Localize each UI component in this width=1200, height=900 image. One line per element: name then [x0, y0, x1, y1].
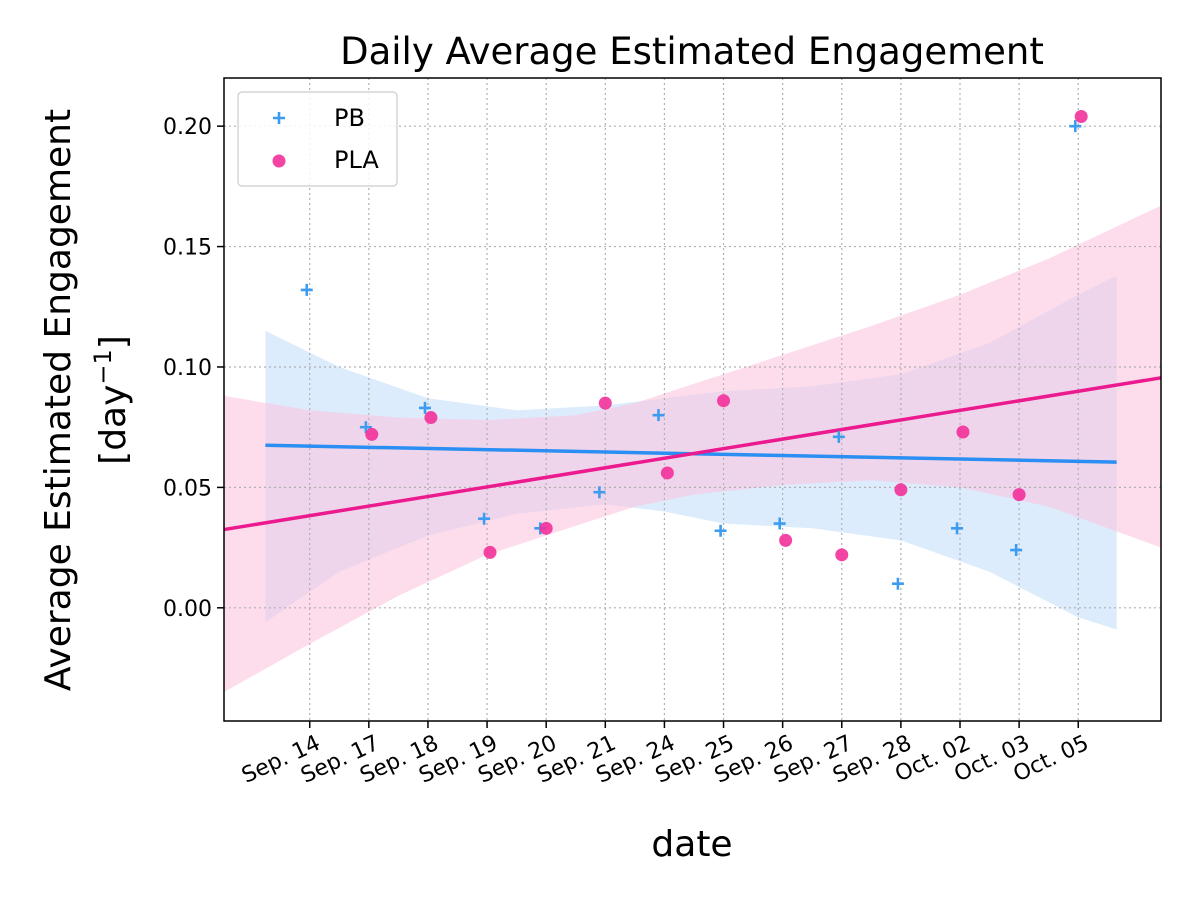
pb-point	[714, 524, 727, 537]
plot-frame	[223, 77, 1162, 722]
pb-point-stroke	[891, 577, 904, 590]
pb-point-stroke	[478, 512, 491, 525]
pb-point-stroke	[1069, 120, 1082, 133]
pb-point-stroke	[773, 517, 786, 530]
y-tick-label: 0.10	[163, 356, 212, 381]
y-axis-title-line1: Average Estimated Engagement	[38, 109, 79, 691]
pla-point	[365, 427, 379, 441]
pb-point	[300, 283, 313, 296]
y-axis-unit: [day−1]	[89, 335, 134, 465]
pla-point	[660, 466, 674, 480]
y-axis-unit-text: [day−1]	[89, 335, 134, 465]
legend: PB PLA	[237, 91, 398, 187]
pb-point	[359, 421, 372, 434]
pla-point	[1074, 110, 1088, 124]
pb-point	[478, 512, 491, 525]
pla-point	[835, 548, 849, 562]
pb-point	[1010, 544, 1023, 557]
y-axis-unit-base: [day	[93, 385, 134, 465]
legend-pla-marker	[272, 154, 286, 168]
ci-band-pla	[224, 205, 1161, 693]
pla-point	[424, 411, 438, 425]
pb-point	[832, 430, 845, 443]
pb-point-stroke	[359, 421, 372, 434]
pla-point	[598, 396, 612, 410]
pb-point-stroke	[714, 524, 727, 537]
chart-title: Daily Average Estimated Engagement	[340, 30, 1044, 73]
legend-label-pb: PB	[334, 104, 365, 132]
legend-pb-plus	[273, 112, 285, 124]
pb-point-stroke	[832, 430, 845, 443]
y-tick-label: 0.05	[163, 476, 212, 501]
y-axis-ticks: 0.00 0.05 0.10 0.15 0.20	[163, 115, 224, 622]
y-axis-unit-close: ]	[93, 335, 134, 349]
pb-point-stroke	[1010, 544, 1023, 557]
pla-point	[483, 545, 497, 559]
fit-lines	[223, 376, 1162, 532]
y-tick-label: 0.20	[163, 115, 212, 140]
pb-point-stroke	[418, 401, 431, 414]
legend-label-pla: PLA	[334, 146, 379, 174]
pla-point	[894, 483, 908, 497]
data-points	[300, 110, 1088, 590]
pla-point	[779, 533, 793, 547]
legend-pb-plus-stroke	[273, 112, 285, 124]
pb-point	[593, 486, 606, 499]
y-tick-label: 0.15	[163, 236, 212, 261]
pb-point	[418, 401, 431, 414]
pb-point	[1069, 120, 1082, 133]
legend-pla-circle	[272, 154, 286, 168]
pb-point	[773, 517, 786, 530]
pb-point-stroke	[300, 283, 313, 296]
y-tick-label: 0.00	[163, 597, 212, 622]
pb-point-stroke	[652, 409, 665, 422]
fit-line-pla	[223, 376, 1162, 532]
legend-pb-marker	[273, 112, 285, 124]
pla-point	[1012, 488, 1026, 502]
y-axis-title: Average Estimated Engagement	[38, 109, 79, 691]
x-axis-title: date	[651, 824, 732, 865]
pla-point	[539, 521, 553, 535]
pb-point	[652, 409, 665, 422]
pb-point-stroke	[593, 486, 606, 499]
pb-point-stroke	[951, 522, 964, 535]
pla-point	[956, 425, 970, 439]
pla-point	[717, 394, 731, 408]
pb-point	[951, 522, 964, 535]
pb-point	[891, 577, 904, 590]
y-axis-unit-exponent: −1	[89, 349, 117, 384]
